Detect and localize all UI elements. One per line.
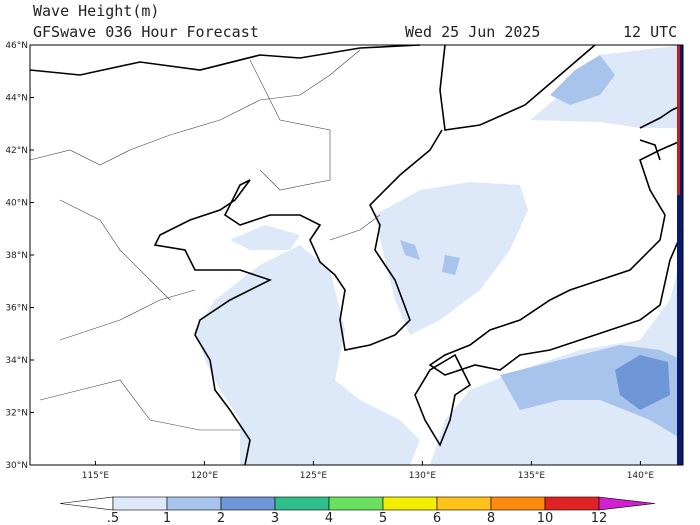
legend-swatch (598, 496, 656, 511)
legend-label: 3 (271, 511, 279, 525)
legend-swatch (490, 496, 546, 511)
sea-region (530, 45, 683, 128)
legend-label: 6 (433, 511, 441, 525)
coastline (428, 139, 684, 376)
lat-label: 40°N (5, 199, 28, 209)
time: 12 UTC (623, 23, 677, 41)
legend-label: 10 (537, 511, 554, 525)
title: Wave Height(m) (33, 2, 159, 20)
edge-strip (677, 45, 683, 465)
legend-label: 2 (217, 511, 225, 525)
legend-label: 8 (487, 511, 495, 525)
legend: .5 1 2 3 4 5 6 8 10 12 (59, 496, 656, 525)
sea-region (430, 250, 683, 465)
lon-label: 125°E (300, 471, 328, 481)
legend-swatch (382, 496, 438, 511)
sea-region (400, 240, 460, 275)
legend-swatch (112, 496, 168, 511)
legend-label: 12 (591, 511, 608, 525)
coastline (414, 353, 472, 447)
lat-label: 44°N (5, 94, 28, 104)
lon-label: 135°E (518, 471, 546, 481)
map-area (29, 44, 684, 466)
lat-label: 46°N (5, 41, 28, 51)
legend-swatch (274, 496, 330, 511)
axis-labels: 30°N 32°N 34°N 36°N 38°N 40°N 42°N 44°N 46°N 115°… (5, 41, 654, 481)
lon-label: 130°E (409, 471, 437, 481)
sea-region (195, 245, 420, 465)
lon-label: 120°E (191, 471, 219, 481)
legend-swatch (436, 496, 492, 511)
legend-swatch (544, 496, 600, 511)
lat-label: 38°N (5, 251, 28, 261)
sea-region (550, 55, 615, 105)
date: Wed 25 Jun 2025 (405, 23, 540, 41)
lat-label: 32°N (5, 409, 28, 419)
lat-label: 30°N (5, 461, 28, 471)
lat-label: 42°N (5, 146, 28, 156)
legend-label: .5 (107, 511, 119, 525)
legend-swatch (328, 496, 384, 511)
sea-region (230, 225, 300, 250)
sea-region (470, 425, 520, 450)
lat-label: 34°N (5, 356, 28, 366)
subtitle: GFSwave 036 Hour Forecast (33, 23, 259, 41)
coastline (29, 44, 596, 131)
lon-label: 140°E (627, 471, 655, 481)
border (29, 49, 381, 431)
legend-swatch (220, 496, 276, 511)
lat-label: 36°N (5, 304, 28, 314)
legend-label: 4 (325, 511, 333, 525)
lon-label: 115°E (82, 471, 110, 481)
coastline (153, 129, 443, 466)
legend-swatch (59, 496, 114, 511)
edge-strip (677, 45, 680, 195)
legend-swatch (166, 496, 222, 511)
legend-label: 1 (163, 511, 171, 525)
legend-label: 5 (379, 511, 387, 525)
sea-region (615, 355, 670, 410)
